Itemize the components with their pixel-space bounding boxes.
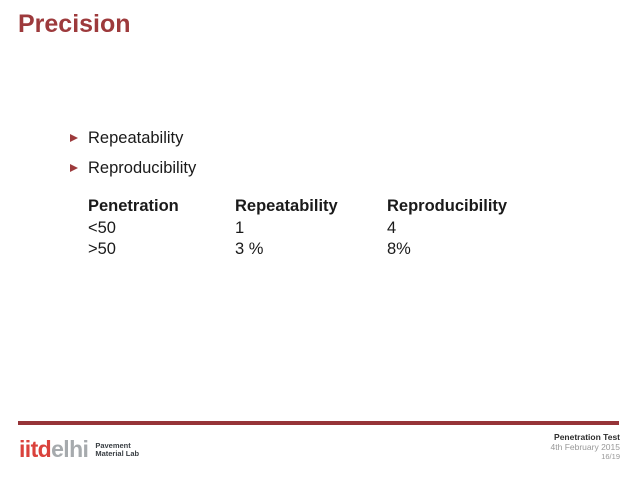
logo-gray-text: elhi <box>51 436 89 462</box>
table-cell: 3 % <box>235 240 264 258</box>
table-header-reproducibility: Reproducibility <box>387 197 508 215</box>
footer-rule <box>18 421 619 425</box>
footer-left: iitdelhi Pavement Material Lab <box>19 438 139 461</box>
table-cell: 4 <box>387 218 397 237</box>
lab-name-line2: Material Lab <box>95 449 140 458</box>
lab-name-line1: Pavement <box>95 441 131 450</box>
footer-page-number: 16/19 <box>601 452 620 461</box>
bullet-item: Repeatability <box>70 129 196 147</box>
table-cell: >50 <box>88 240 116 258</box>
table-cell: <50 <box>88 218 116 237</box>
bullet-triangle-icon <box>70 134 78 142</box>
table-cell: 8% <box>387 240 411 258</box>
bullet-label: Repeatability <box>88 128 184 147</box>
bullet-triangle-icon <box>70 164 78 172</box>
slide-title: Precision <box>18 10 131 38</box>
precision-table: Penetration Repeatability Reproducibilit… <box>88 196 507 261</box>
table-header-penetration: Penetration <box>88 197 179 215</box>
table-header-repeatability: Repeatability <box>235 197 338 215</box>
logo-red-text: iitd <box>19 436 52 462</box>
bullet-list: Repeatability Reproducibility <box>70 129 196 189</box>
bullet-item: Reproducibility <box>70 159 196 177</box>
footer-date: 4th February 2015 <box>550 442 620 452</box>
footer-right: Penetration Test 4th February 2015 16/19 <box>551 432 620 462</box>
lab-name: Pavement Material Lab <box>95 442 139 458</box>
footer-presentation-title: Penetration Test <box>554 432 620 442</box>
bullet-label: Reproducibility <box>88 158 197 177</box>
iitdelhi-logo: iitdelhi <box>19 438 89 461</box>
table-cell: 1 <box>235 218 245 237</box>
